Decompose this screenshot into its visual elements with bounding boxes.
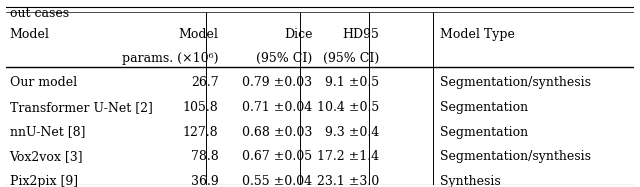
Text: Dice: Dice	[284, 28, 312, 42]
Text: 105.8: 105.8	[182, 101, 218, 114]
Text: params. (×10⁶): params. (×10⁶)	[122, 52, 218, 65]
Text: Our model: Our model	[10, 76, 77, 89]
Text: 9.1 ±0.5: 9.1 ±0.5	[326, 76, 380, 89]
Text: Model: Model	[179, 28, 218, 42]
Text: 26.7: 26.7	[191, 76, 218, 89]
Text: Synthesis: Synthesis	[440, 175, 501, 187]
Text: 23.1 ±3.0: 23.1 ±3.0	[317, 175, 380, 187]
Text: 78.8: 78.8	[191, 150, 218, 163]
Text: 36.9: 36.9	[191, 175, 218, 187]
Text: nnU-Net [8]: nnU-Net [8]	[10, 126, 85, 139]
Text: Segmentation/synthesis: Segmentation/synthesis	[440, 76, 591, 89]
Text: 17.2 ±1.4: 17.2 ±1.4	[317, 150, 380, 163]
Text: 0.71 ±0.04: 0.71 ±0.04	[242, 101, 312, 114]
Text: 0.55 ±0.04: 0.55 ±0.04	[243, 175, 312, 187]
Text: 10.4 ±0.5: 10.4 ±0.5	[317, 101, 380, 114]
Text: HD95: HD95	[342, 28, 380, 42]
Text: Segmentation: Segmentation	[440, 126, 529, 139]
Text: (95% CI): (95% CI)	[256, 52, 312, 65]
Text: 0.68 ±0.03: 0.68 ±0.03	[242, 126, 312, 139]
Text: (95% CI): (95% CI)	[323, 52, 380, 65]
Text: out cases: out cases	[10, 7, 68, 20]
Text: Model: Model	[10, 28, 49, 42]
Text: 0.67 ±0.05: 0.67 ±0.05	[243, 150, 312, 163]
Text: 0.79 ±0.03: 0.79 ±0.03	[243, 76, 312, 89]
Text: Pix2pix [9]: Pix2pix [9]	[10, 175, 77, 187]
Text: Segmentation: Segmentation	[440, 101, 529, 114]
Text: Vox2vox [3]: Vox2vox [3]	[10, 150, 83, 163]
Text: 9.3 ±0.4: 9.3 ±0.4	[325, 126, 380, 139]
Text: Segmentation/synthesis: Segmentation/synthesis	[440, 150, 591, 163]
Text: 127.8: 127.8	[183, 126, 218, 139]
Text: Transformer U-Net [2]: Transformer U-Net [2]	[10, 101, 152, 114]
Text: Model Type: Model Type	[440, 28, 515, 42]
